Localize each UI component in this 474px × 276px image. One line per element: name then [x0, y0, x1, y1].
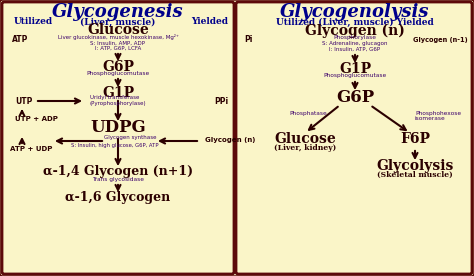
Text: G1P: G1P	[102, 86, 134, 100]
Text: Phosphohexose: Phosphohexose	[415, 110, 461, 115]
Text: F6P: F6P	[400, 132, 430, 146]
Text: S: Insulin, AMP, ADP: S: Insulin, AMP, ADP	[91, 41, 146, 46]
FancyBboxPatch shape	[2, 2, 234, 274]
Text: ATP + UDP: ATP + UDP	[10, 146, 52, 152]
Text: Uridyl transferase: Uridyl transferase	[90, 95, 139, 100]
Text: isomerase: isomerase	[415, 116, 446, 121]
Text: Glycogen (n): Glycogen (n)	[305, 24, 405, 38]
Text: Glucose: Glucose	[274, 132, 336, 146]
Text: Phosphoglucomutase: Phosphoglucomutase	[86, 70, 150, 76]
Text: UTP + ADP: UTP + ADP	[15, 116, 58, 122]
Text: Pi: Pi	[244, 36, 252, 44]
Text: Glycogenolysis: Glycogenolysis	[280, 3, 430, 21]
Text: I: ATP, G6P, LCFA: I: ATP, G6P, LCFA	[95, 46, 141, 51]
Text: Glycogenesis: Glycogenesis	[52, 3, 184, 21]
Text: Glycogen (n-1): Glycogen (n-1)	[413, 37, 468, 43]
Text: G1P: G1P	[339, 62, 371, 76]
Text: G6P: G6P	[102, 60, 134, 74]
Text: Utilized (Liver, muscle) Yielded: Utilized (Liver, muscle) Yielded	[276, 17, 434, 26]
Text: α-1,6 Glycogen: α-1,6 Glycogen	[65, 192, 171, 205]
Text: Glycogen (n): Glycogen (n)	[205, 137, 255, 143]
Text: Glycogen synthase: Glycogen synthase	[104, 134, 156, 139]
Text: Liver glucokinase, muscle hexokinase, Mg²⁺: Liver glucokinase, muscle hexokinase, Mg…	[57, 34, 178, 40]
Text: S: Adrenaline, glucagon: S: Adrenaline, glucagon	[322, 41, 388, 46]
Text: I: Insulin, ATP, G6P: I: Insulin, ATP, G6P	[329, 46, 381, 52]
Text: UTP: UTP	[15, 97, 32, 105]
Text: (Liver, muscle): (Liver, muscle)	[80, 17, 155, 26]
Text: Glucose: Glucose	[87, 23, 149, 37]
Text: α-1,4 Glycogen (n+1): α-1,4 Glycogen (n+1)	[43, 166, 193, 179]
Text: PPi: PPi	[214, 97, 228, 105]
Text: Phosphorylase: Phosphorylase	[334, 36, 376, 41]
FancyBboxPatch shape	[236, 2, 472, 274]
Text: G6P: G6P	[336, 89, 374, 105]
Text: Trans glycosidase: Trans glycosidase	[92, 176, 144, 182]
Text: Utilized: Utilized	[14, 17, 53, 26]
Text: Yielded: Yielded	[191, 17, 228, 26]
Text: Phosphatase: Phosphatase	[289, 112, 327, 116]
Text: (Liver, kidney): (Liver, kidney)	[274, 144, 336, 152]
Text: (Skeletal muscle): (Skeletal muscle)	[377, 171, 453, 179]
Text: (Pyrophosphorylase): (Pyrophosphorylase)	[90, 102, 146, 107]
Text: UDPG: UDPG	[90, 120, 146, 137]
Text: S: Insulin, high glucose, G6P, ATP: S: Insulin, high glucose, G6P, ATP	[71, 142, 159, 147]
Text: Glycolysis: Glycolysis	[376, 159, 454, 173]
Text: ATP: ATP	[12, 34, 28, 44]
Text: Phosphoglucomutase: Phosphoglucomutase	[323, 73, 387, 78]
